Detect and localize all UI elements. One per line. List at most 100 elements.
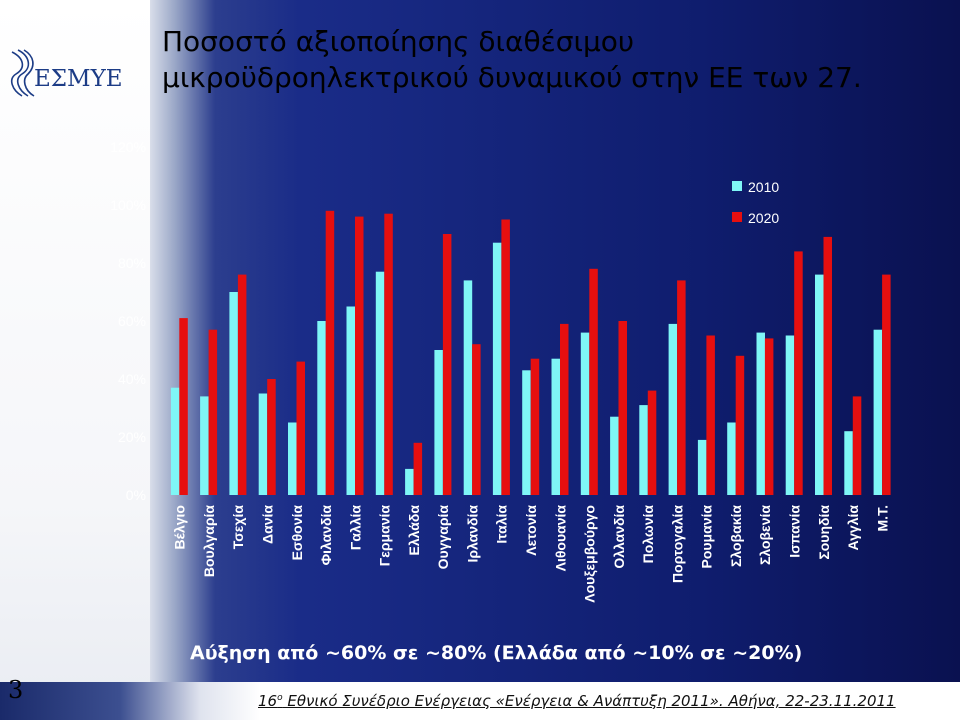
x-tick-label: Γαλλία — [347, 505, 363, 550]
bar-2020-2 — [237, 274, 247, 495]
legend-label-2010: 2010 — [748, 179, 779, 195]
y-tick-label: 20% — [118, 429, 146, 445]
x-tick-label: Αγγλία — [845, 505, 861, 551]
bar-2020-24 — [882, 274, 891, 495]
bar-2010-9 — [434, 350, 443, 495]
y-tick-label: 100% — [110, 197, 146, 213]
x-tick-label: Σλοβενία — [757, 505, 773, 565]
summary-text: Αύξηση από ~60% σε ~80% (Ελλάδα από ~10%… — [190, 642, 803, 664]
footer-conference-text: 16ο Εθνικό Συνέδριο Ενέργειας «Ενέργεια … — [258, 692, 958, 710]
page-number: 3 — [8, 676, 24, 704]
bar-2010-5 — [317, 321, 326, 495]
bar-2010-17 — [668, 323, 678, 495]
x-tick-label: Ιταλία — [494, 505, 510, 544]
x-tick-label: Ισπανία — [787, 505, 803, 558]
x-tick-label: Τσεχία — [230, 505, 246, 550]
bar-2010-16 — [639, 405, 648, 495]
x-tick-label: Λετονία — [523, 505, 539, 556]
left-strip — [0, 0, 150, 720]
x-tick-label: Βέλγιο — [172, 505, 188, 549]
bar-2020-7 — [384, 213, 393, 495]
x-tick-label: Ρουμανία — [699, 505, 715, 569]
x-tick-label: Βουλγαρία — [201, 505, 217, 578]
x-tick-label: Ιρλανδία — [464, 505, 480, 563]
bar-2020-16 — [647, 390, 657, 495]
bar-2020-13 — [560, 323, 569, 495]
bar-2020-3 — [267, 379, 276, 495]
x-axis-labels: Βέλγιο Βουλγαρία Τσεχία Δανία Εσθονία Φιλανδί… — [172, 505, 891, 603]
bar-2010-6 — [346, 306, 355, 495]
bar-2010-8 — [405, 468, 414, 495]
bar-2010-13 — [551, 358, 560, 495]
footer-rest: Εθνικό Συνέδριο Ενέργειας «Ενέργεια & Αν… — [282, 692, 896, 710]
bar-2010-10 — [463, 280, 473, 495]
x-tick-label: Γερμανία — [377, 505, 393, 567]
bar-2010-14 — [580, 332, 590, 495]
bar-2020-18 — [706, 335, 715, 495]
footer-sup: ο — [277, 693, 283, 703]
bar-2020-19 — [735, 355, 745, 495]
y-tick-label: 80% — [118, 255, 146, 271]
x-tick-label: Σουηδία — [816, 505, 832, 560]
bar-2020-9 — [442, 234, 452, 495]
bar-2010-24 — [873, 329, 883, 495]
bar-2020-0 — [179, 318, 188, 495]
bar-2020-21 — [794, 251, 803, 495]
bar-2010-22 — [815, 274, 824, 495]
bar-2010-7 — [375, 271, 385, 495]
footer-bar — [0, 682, 960, 720]
x-tick-label: Μ.Τ. — [874, 505, 890, 531]
y-tick-label: 120% — [110, 139, 146, 155]
bars — [170, 210, 891, 496]
x-tick-label: Εσθονία — [289, 505, 305, 561]
bar-2010-1 — [200, 396, 209, 495]
y-tick-label: 60% — [118, 313, 146, 329]
y-tick-label: 40% — [118, 371, 146, 387]
slide-title: Ποσοστό αξιοποίησης διαθέσιμου μικροϋδρο… — [162, 24, 922, 96]
bar-2020-12 — [530, 358, 540, 495]
bar-2010-3 — [258, 393, 268, 495]
bar-2020-8 — [413, 442, 423, 495]
legend-swatch-2010 — [732, 181, 742, 191]
logo-emblem-icon — [10, 49, 35, 97]
x-tick-label: Φιλανδία — [318, 505, 334, 566]
bar-2020-23 — [852, 396, 862, 495]
title-line-2: μικροϋδροηλεκτρικού δυναμικού στην ΕΕ τω… — [162, 61, 862, 94]
bar-chart: 0% 20% 40% 60% 80% 100% 120% Βέλγιο Βουλγαρία Τσ… — [110, 139, 891, 603]
bar-2020-10 — [472, 344, 481, 495]
x-tick-label: Πολωνία — [640, 505, 656, 564]
bar-2020-5 — [325, 210, 335, 496]
bar-2010-18 — [697, 439, 707, 495]
bar-2010-2 — [229, 292, 238, 495]
x-tick-label: Πορτογαλία — [669, 505, 685, 583]
bar-2010-15 — [610, 416, 619, 495]
legend-swatch-2020 — [732, 212, 742, 222]
bar-2020-1 — [208, 329, 218, 495]
bar-2010-23 — [844, 431, 853, 495]
bar-2020-14 — [589, 268, 598, 495]
bar-2020-11 — [501, 219, 510, 495]
bar-2010-20 — [756, 332, 765, 495]
bar-2010-19 — [727, 422, 736, 495]
bar-2020-22 — [823, 236, 832, 495]
x-tick-label: Ουγγαρία — [435, 505, 451, 570]
bar-2020-20 — [764, 338, 774, 495]
x-tick-label: Λουξεμβούργο — [582, 505, 598, 603]
bar-2010-11 — [492, 242, 502, 495]
x-tick-label: Ελλάδα — [406, 505, 422, 556]
footer-ordinal: 16 — [258, 692, 278, 710]
bar-2010-21 — [785, 335, 795, 495]
x-tick-label: Ολλανδία — [611, 505, 627, 569]
esmye-logo: ΕΣΜΥΕ — [4, 44, 144, 106]
bar-2020-17 — [677, 280, 686, 495]
bar-2020-15 — [618, 321, 627, 495]
bar-2010-0 — [170, 387, 180, 495]
bar-2010-4 — [288, 422, 297, 495]
bar-2020-4 — [296, 361, 305, 495]
bar-2010-12 — [522, 370, 531, 495]
logo-text: ΕΣΜΥΕ — [34, 66, 123, 92]
x-tick-label: Λιθουανία — [552, 505, 568, 572]
y-axis-labels: 0% 20% 40% 60% 80% 100% 120% — [110, 139, 146, 503]
legend-label-2020: 2020 — [748, 210, 779, 226]
